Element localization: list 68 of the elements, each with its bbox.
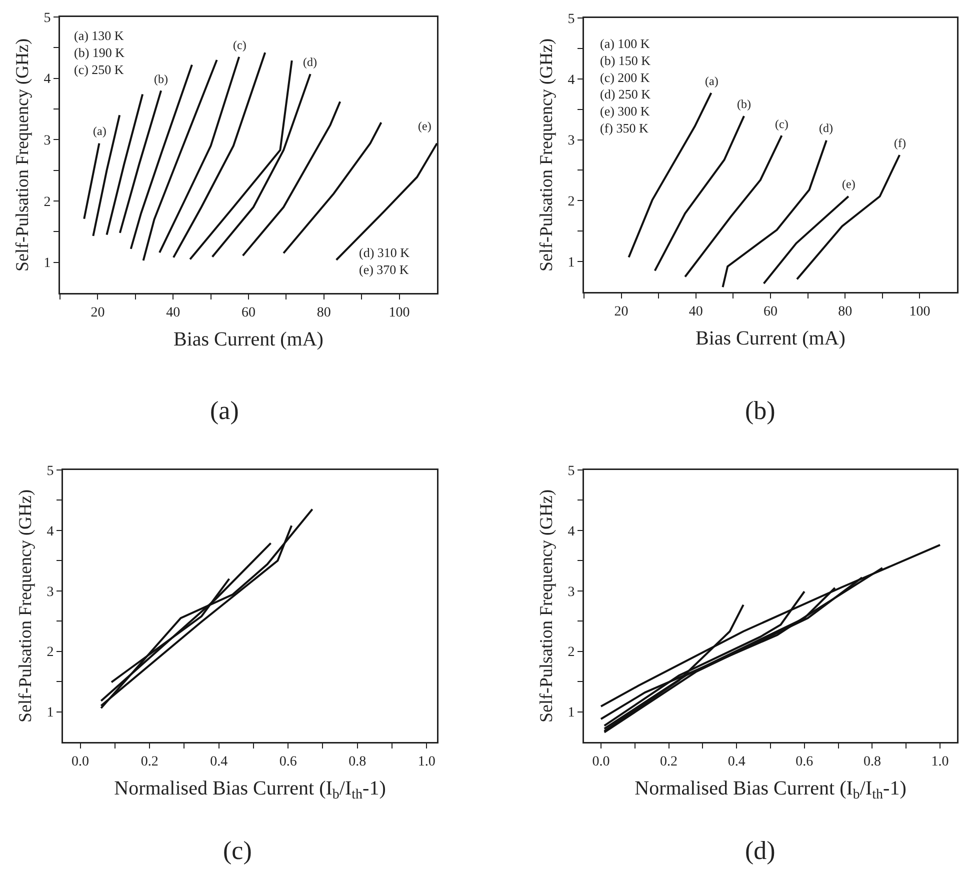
annotation: (a) 100 K (b) 150 K (c) 200 K (d) 250 K (e) 300 K (f) 350 K — [600, 36, 652, 136]
y-tick-label: 3 — [568, 134, 575, 149]
y-tick-label: 1 — [44, 256, 51, 272]
y-tick-label: 2 — [46, 645, 54, 660]
x-tick-label: 20 — [90, 305, 105, 320]
x-tick-label: 0.2 — [140, 754, 158, 770]
x-tick-label: 0.6 — [279, 754, 297, 770]
x-tick-label: 100 — [388, 305, 410, 320]
annotation: (b) — [737, 97, 751, 111]
annotation: (d) — [303, 55, 317, 69]
y-tick-label: 2 — [568, 645, 575, 660]
x-axis-title: Normalised Bias Current (I$_{b}$/I$_{th}$-1) — [634, 778, 906, 803]
x-tick-label: 60 — [242, 305, 256, 320]
x-tick-label: 0.4 — [210, 754, 228, 770]
y-tick-label: 5 — [568, 12, 575, 27]
text: (d) — [745, 836, 776, 865]
text: (b) — [745, 396, 776, 425]
y-tick-label: 1 — [568, 255, 575, 270]
x-tick-label: 40 — [688, 304, 703, 320]
y-tick-label: 4 — [44, 72, 51, 88]
text: (c) — [223, 836, 252, 865]
x-tick-label: 1.0 — [418, 754, 436, 770]
x-tick-label: 80 — [838, 304, 852, 320]
x-tick-label: 80 — [316, 305, 331, 320]
annotation: (b) — [154, 72, 168, 86]
x-tick-label: 0.4 — [728, 754, 746, 770]
y-axis-title: Self-Pulsation Frequency (GHz) — [536, 490, 556, 722]
y-axis-title: Self-Pulsation Frequency (GHz) — [536, 38, 556, 272]
x-tick-label: 0.6 — [796, 754, 814, 770]
y-tick-label: 4 — [568, 524, 575, 540]
x-axis-title: Normalised Bias Current (I$_{b}$/I$_{th}$-1) — [114, 778, 386, 803]
y-tick-label: 3 — [568, 584, 575, 600]
y-tick-label: 4 — [46, 524, 54, 540]
x-tick-label: 0.0 — [592, 754, 610, 770]
text: (a) — [210, 396, 239, 425]
x-tick-label: 0.2 — [660, 754, 678, 770]
x-axis-title: Bias Current (mA) — [696, 328, 846, 350]
annotation: (a) — [705, 74, 718, 88]
x-tick-label: 60 — [764, 304, 778, 320]
y-tick-label: 4 — [568, 72, 575, 88]
x-tick-label: 20 — [614, 304, 628, 320]
annotation: (d) 310 K (e) 370 K — [359, 245, 410, 277]
y-tick-label: 5 — [44, 10, 51, 26]
annotation: (a) — [93, 124, 106, 138]
y-tick-label: 5 — [568, 464, 575, 479]
x-tick-label: 1.0 — [931, 754, 949, 770]
annotation: (e) — [418, 119, 432, 133]
y-tick-label: 1 — [568, 706, 575, 721]
y-axis-title: Self-Pulsation Frequency (GHz) — [12, 38, 32, 272]
x-tick-label: 40 — [166, 305, 180, 320]
y-tick-label: 2 — [568, 194, 575, 210]
annotation: (f) — [894, 136, 906, 150]
annotation: (a) 130 K (b) 190 K (c) 250 K — [74, 28, 126, 77]
annotation: (e) — [842, 177, 856, 191]
x-tick-label: 0.8 — [863, 754, 881, 770]
annotation: (c) — [233, 38, 246, 52]
x-axis-title: Bias Current (mA) — [174, 328, 324, 351]
x-tick-label: 0.0 — [72, 754, 90, 770]
x-tick-label: 100 — [909, 304, 930, 320]
x-tick-label: 0.8 — [348, 754, 366, 770]
annotation: (d) — [819, 121, 833, 135]
y-tick-label: 2 — [44, 194, 51, 210]
annotation: (c) — [775, 117, 788, 131]
y-tick-label: 5 — [46, 464, 54, 479]
y-tick-label: 3 — [44, 134, 51, 149]
y-axis-title: Self-Pulsation Frequency (GHz) — [15, 490, 36, 722]
y-tick-label: 3 — [46, 584, 54, 600]
y-tick-label: 1 — [46, 706, 54, 721]
